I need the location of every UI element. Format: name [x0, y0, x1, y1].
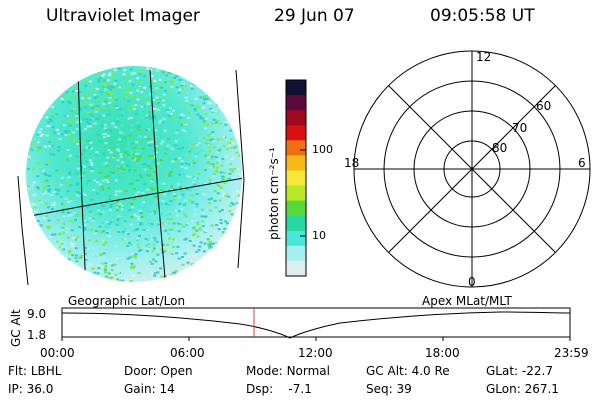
status-field-gain: Gain: 14 — [124, 382, 175, 396]
mlt-label-0: 0 — [468, 275, 476, 289]
colorbar-swatch — [286, 245, 306, 262]
mlt-label-18: 18 — [344, 156, 359, 170]
colorbar-swatch — [286, 80, 306, 96]
mlt-label-6: 6 — [578, 156, 586, 170]
earth-disc-image — [17, 66, 245, 286]
observation-time: 09:05:58 UT — [430, 6, 535, 26]
timeline-x-tick-label: 12:00 — [298, 346, 333, 360]
colorbar-swatch — [286, 215, 306, 232]
colorbar-unit-label: photon cm⁻²s⁻¹ — [267, 147, 281, 240]
meridian-line — [235, 69, 245, 269]
status-field-ip: IP: 36.0 — [8, 382, 54, 396]
status-field-dsp: Dsp: -7.1 — [246, 382, 312, 396]
colorbar-swatch — [286, 140, 306, 156]
colorbar-swatch — [286, 260, 306, 277]
timeline-axis-title: GC Alt — [9, 309, 23, 347]
timeline-y-tick-label: 9.0 — [27, 307, 46, 321]
colorbar-swatch — [286, 155, 306, 172]
colorbar: 100 10 photon cm⁻²s⁻¹ — [267, 79, 333, 277]
colorbar-tick-label: 100 — [312, 143, 333, 156]
colorbar-swatch — [286, 110, 306, 126]
colorbar-tick-label: 10 — [312, 229, 326, 242]
colorbar-swatch — [286, 170, 306, 187]
parallel-line — [26, 177, 242, 219]
mlat-label-80: 80 — [492, 141, 507, 155]
timeline-right-label: Apex MLat/MLT — [422, 294, 512, 308]
status-row: Flt: LBHL Door: Open Mode: Normal GC Alt… — [0, 364, 600, 382]
limb-line — [17, 175, 29, 286]
meridian-line — [149, 69, 167, 282]
altitude-curve — [61, 311, 571, 339]
timeline-x-tick-label: 00:00 — [40, 346, 75, 360]
polar-grid — [353, 50, 591, 288]
status-field-gc-alt: GC Alt: 4.0 Re — [366, 364, 450, 378]
colorbar-swatch — [286, 200, 306, 217]
status-row: IP: 36.0 Gain: 14 Dsp: -7.1 Seq: 39 GLon… — [0, 382, 600, 400]
timeline-left-label: Geographic Lat/Lon — [68, 294, 185, 308]
status-field-flt: Flt: LBHL — [8, 364, 62, 378]
colorbar-swatch — [286, 185, 306, 202]
colorbar-swatch — [286, 125, 306, 141]
status-field-mode: Mode: Normal — [246, 364, 330, 378]
colorbar-swatch — [286, 230, 306, 247]
mlat-label-60: 60 — [536, 99, 551, 113]
status-field-seq: Seq: 39 — [366, 382, 412, 396]
colorbar-swatch — [286, 95, 306, 111]
meridian-line — [77, 69, 87, 282]
timeline-x-tick-label: 18:00 — [425, 346, 460, 360]
timeline-x-tick-label: 06:00 — [170, 346, 205, 360]
timeline-y-tick-label: 1.8 — [27, 328, 46, 342]
observation-date: 29 Jun 07 — [274, 6, 355, 26]
timeline-x-tick-label: 23:59 — [554, 346, 589, 360]
mlt-label-12: 12 — [476, 50, 491, 64]
instrument-title: Ultraviolet Imager — [46, 6, 200, 26]
status-field-door: Door: Open — [124, 364, 193, 378]
orbit-timeline: Geographic Lat/Lon Apex MLat/MLT GC Alt … — [9, 294, 589, 360]
status-field-glat: GLat: -22.7 — [486, 364, 553, 378]
polar-diagonal — [388, 85, 556, 253]
mlat-label-70: 70 — [512, 121, 527, 135]
status-field-glon: GLon: 267.1 — [486, 382, 559, 396]
